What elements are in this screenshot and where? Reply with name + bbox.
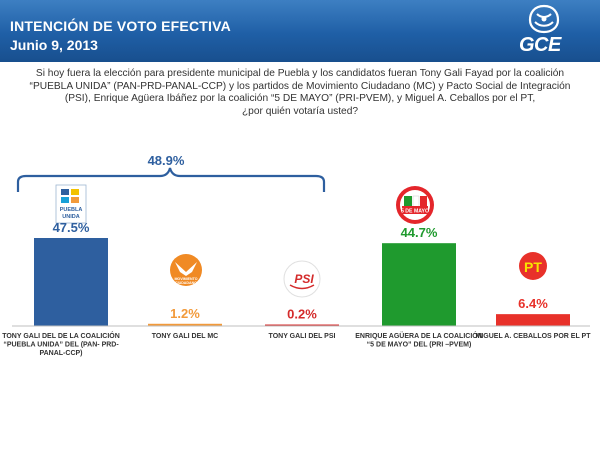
- cinco-de-mayo-logo-icon: 5 DE MAYO: [396, 186, 434, 224]
- question-line: (PSI), Enrique Agüera Ibáñez por la coal…: [64, 93, 536, 104]
- header-banner: INTENCIÓN DE VOTO EFECTIVA Junio 9, 2013…: [0, 0, 600, 62]
- bar-4: [496, 314, 570, 326]
- coalition-bracket: [16, 167, 326, 192]
- svg-text:CIUDADANO: CIUDADANO: [175, 281, 197, 285]
- svg-text:PUEBLA: PUEBLA: [60, 207, 83, 213]
- value-label-2: 0.2%: [287, 307, 317, 322]
- bar-3: [382, 243, 456, 326]
- category-label-4: MIGUEL A. CEBALLOS POR EL PT: [476, 333, 592, 340]
- svg-text:MOVIMIENTO: MOVIMIENTO: [174, 277, 197, 281]
- movimiento-ciudadano-logo-icon: MOVIMIENTO CIUDADANO: [170, 254, 202, 286]
- category-label-2: TONY GALI DEL PSI: [269, 333, 336, 340]
- svg-text:UNIDA: UNIDA: [62, 214, 79, 220]
- value-labels-group: 47.5% 1.2% 0.2% 44.7% 6.4%: [53, 220, 549, 322]
- page-title: INTENCIÓN DE VOTO EFECTIVA: [10, 18, 231, 34]
- pt-logo-icon: PT: [519, 252, 547, 280]
- svg-text:5 DE MAYO: 5 DE MAYO: [401, 209, 429, 215]
- svg-text:PSI: PSI: [294, 272, 314, 286]
- psi-logo-icon: PSI: [283, 260, 321, 298]
- survey-question: Si hoy fuera la elección para presidente…: [10, 68, 590, 118]
- page-date: Junio 9, 2013: [10, 37, 98, 53]
- bar-2: [265, 324, 339, 326]
- category-label-0: TONY GALI DEL DE LA COALICIÓN: [2, 331, 120, 340]
- value-label-0: 47.5%: [53, 220, 90, 235]
- svg-text:PT: PT: [524, 259, 542, 275]
- gce-logo-text: GCE: [519, 34, 561, 56]
- category-label-0: PANAL-CCP): [39, 350, 82, 357]
- category-labels-group: TONY GALI DEL DE LA COALICIÓN “PUEBLA UNI…: [2, 331, 591, 357]
- category-label-0: “PUEBLA UNIDA” DEL (PAN- PRD-: [3, 342, 119, 349]
- category-label-3: “5 DE MAYO” DEL (PRI –PVEM): [367, 342, 472, 349]
- bars-group: [34, 238, 570, 326]
- category-label-1: TONY GALI DEL MC: [152, 333, 219, 340]
- question-line: Si hoy fuera la elección para presidente…: [35, 68, 565, 79]
- category-label-3: ENRIQUE AGÜERA DE LA COALICIÓN: [355, 331, 483, 340]
- gce-logo-icon: [528, 4, 560, 34]
- value-label-1: 1.2%: [170, 306, 200, 321]
- value-label-4: 6.4%: [518, 296, 548, 311]
- bar-1: [148, 323, 222, 326]
- puebla-unida-logo-icon: PUEBLA UNIDA: [55, 184, 87, 224]
- bar-0: [34, 238, 108, 326]
- value-label-3: 44.7%: [401, 225, 438, 240]
- coalition-total-label: 48.9%: [148, 153, 185, 168]
- question-line: ¿por quién votaría usted?: [241, 105, 359, 117]
- question-line: “PUEBLA UNIDA” (PAN-PRD-PANAL-CCP) y los…: [29, 80, 571, 92]
